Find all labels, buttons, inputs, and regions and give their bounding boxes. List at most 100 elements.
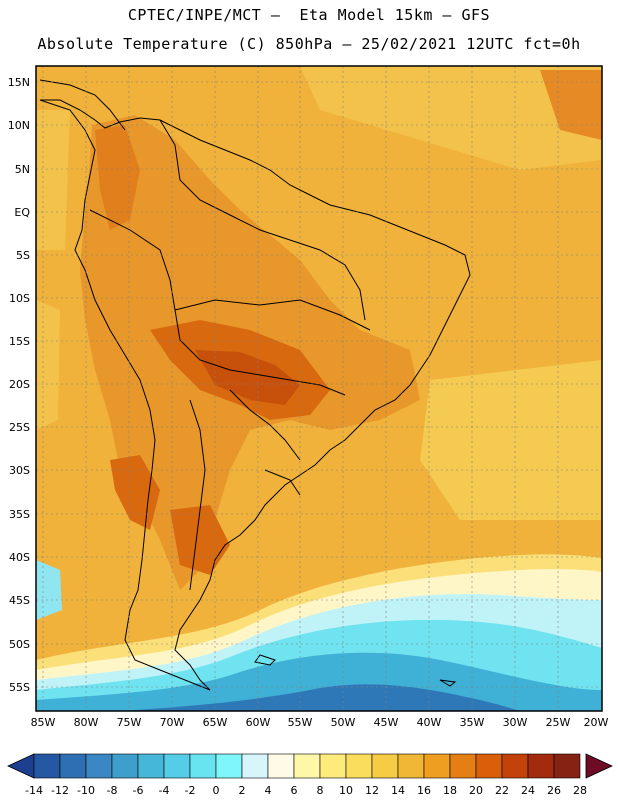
- legend-label: 26: [547, 784, 561, 797]
- legend-color-box: [319, 753, 347, 779]
- lon-label: 75W: [117, 716, 142, 729]
- south-georgia: [439, 679, 457, 687]
- legend-label: 20: [469, 784, 483, 797]
- lat-label: 25S: [9, 421, 30, 434]
- legend-color-box: [553, 753, 581, 779]
- legend-color-box: [33, 753, 61, 779]
- lat-label: 15S: [9, 335, 30, 348]
- legend-color-box: [371, 753, 399, 779]
- lon-label: 30W: [503, 716, 528, 729]
- legend-color-box: [163, 753, 191, 779]
- legend-color-box: [475, 753, 503, 779]
- border-bolivia: [174, 299, 371, 331]
- lon-label: 45W: [374, 716, 399, 729]
- legend-label: 0: [213, 784, 220, 797]
- latitude-labels: 15N 10N 5N EQ 5S 10S 15S 20S 25S 30S 35S…: [8, 76, 31, 694]
- legend-label: -2: [185, 784, 196, 797]
- legend-label: 18: [443, 784, 457, 797]
- field-argentina-hot: [110, 455, 160, 530]
- legend-label: 10: [339, 784, 353, 797]
- field-pacific-light: [36, 110, 70, 250]
- lat-label: 5N: [15, 163, 30, 176]
- legend-label: 12: [365, 784, 379, 797]
- lon-label: 55W: [288, 716, 313, 729]
- legend-color-box: [293, 753, 321, 779]
- lon-label: 70W: [160, 716, 185, 729]
- lat-label: 20S: [9, 378, 30, 391]
- legend-color-box: [345, 753, 373, 779]
- legend-color-box: [85, 753, 113, 779]
- lat-label: 35S: [9, 508, 30, 521]
- lat-label: 15N: [8, 76, 30, 89]
- border-central: [89, 209, 346, 396]
- central-america-coast: [39, 79, 126, 131]
- legend-color-box: [449, 753, 477, 779]
- lat-label: 45S: [9, 594, 30, 607]
- border-paraguay: [229, 389, 301, 461]
- chart-title-line-1: CPTEC/INPE/MCT – Eta Model 15km – GFS: [127, 6, 491, 24]
- lat-label: 50S: [9, 638, 30, 651]
- legend-color-box: [267, 753, 295, 779]
- legend-left-arrow: [7, 753, 35, 779]
- lon-label: 50W: [331, 716, 356, 729]
- lat-label: 10S: [9, 292, 30, 305]
- legend-color-boxes: [33, 753, 581, 779]
- legend-label: 24: [521, 784, 535, 797]
- lat-label: 10N: [8, 119, 30, 132]
- lat-label: 30S: [9, 464, 30, 477]
- longitude-labels: 85W 80W 75W 70W 65W 60W 55W 50W 45W 40W …: [31, 716, 609, 729]
- lon-label: 80W: [74, 716, 99, 729]
- lon-label: 35W: [460, 716, 485, 729]
- legend-color-box: [397, 753, 425, 779]
- legend-color-box: [501, 753, 529, 779]
- temperature-field: [36, 66, 602, 711]
- field-atlantic-warm-ne: [540, 70, 602, 140]
- legend-label: -8: [107, 784, 118, 797]
- lat-label: 40S: [9, 551, 30, 564]
- legend-label: -6: [133, 784, 144, 797]
- legend-label: 16: [417, 784, 431, 797]
- legend-color-box: [527, 753, 555, 779]
- chart-title-line-2: Absolute Temperature (C) 850hPa – 25/02/…: [37, 35, 581, 53]
- lon-label: 25W: [546, 716, 571, 729]
- lat-label: 55S: [9, 681, 30, 694]
- legend-color-box: [423, 753, 451, 779]
- legend-label: -12: [51, 784, 69, 797]
- gridlines: [36, 66, 602, 711]
- field-ocean-north-light: [300, 66, 602, 170]
- coastlines: [39, 79, 471, 691]
- legend-labels: -14 -12 -10 -8 -6 -4 -2 0 2 4 6 8 10 12 …: [25, 784, 587, 797]
- legend-label: 14: [391, 784, 405, 797]
- legend-color-box: [111, 753, 139, 779]
- lon-label: 40W: [417, 716, 442, 729]
- field-atlantic-light: [420, 360, 602, 520]
- lon-label: 20W: [584, 716, 609, 729]
- legend-label: 22: [495, 784, 509, 797]
- field-hottest-core: [195, 350, 300, 405]
- legend-label: 4: [265, 784, 272, 797]
- lon-label: 60W: [246, 716, 271, 729]
- color-legend: -14 -12 -10 -8 -6 -4 -2 0 2 4 6 8 10 12 …: [7, 753, 613, 797]
- legend-label: -4: [159, 784, 170, 797]
- field-pacific-cool: [36, 560, 62, 620]
- legend-color-box: [215, 753, 243, 779]
- lon-label: 65W: [203, 716, 228, 729]
- legend-label: 8: [317, 784, 324, 797]
- legend-color-box: [59, 753, 87, 779]
- falkland-islands: [254, 654, 276, 666]
- legend-label: 28: [573, 784, 587, 797]
- lat-label: 5S: [16, 249, 30, 262]
- lon-label: 85W: [31, 716, 56, 729]
- legend-label: 6: [291, 784, 298, 797]
- border-north: [159, 119, 366, 321]
- border-uruguay: [264, 469, 301, 496]
- legend-color-box: [241, 753, 269, 779]
- lat-label: EQ: [14, 206, 30, 219]
- legend-label: -14: [25, 784, 43, 797]
- border-chile-argentina: [189, 399, 206, 591]
- field-band-deep-blue: [120, 684, 520, 711]
- south-america-coastline: [39, 99, 471, 691]
- legend-label: -10: [77, 784, 95, 797]
- legend-right-arrow: [585, 753, 613, 779]
